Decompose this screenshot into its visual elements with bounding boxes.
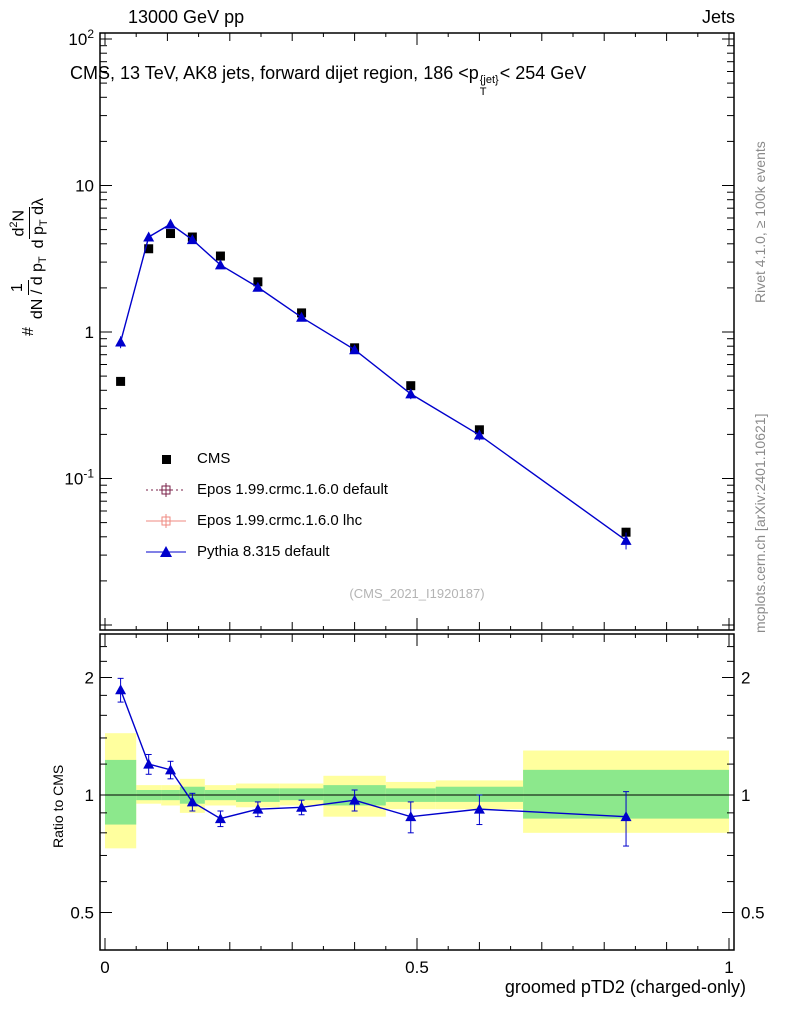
data-marker [165,218,177,229]
ratio-y-axis-label: Ratio to CMS [50,764,66,848]
legend-label-epos-default: Epos 1.99.crmc.1.6.0 default [197,481,388,498]
ratio-tick-label-left: 0.5 [70,904,94,923]
ratio-series [115,677,632,847]
data-marker [473,429,485,440]
data-marker [115,336,127,347]
data-marker [473,803,485,814]
data-marker [405,388,417,399]
plot-title: CMS, 13 TeV, AK8 jets, forward dijet reg… [70,63,586,98]
y-tick-label: 10-1 [64,467,94,489]
data-marker [405,811,417,822]
analysis-id-watermark: (CMS_2021_I1920187) [349,586,485,601]
data-marker [620,811,632,822]
data-marker [186,796,198,807]
rivet-version-note: Rivet 4.1.0, ≥ 100k events [752,141,768,303]
plot-title-text-a: CMS, 13 TeV, AK8 jets, forward dijet reg… [70,63,479,83]
num-sup: 2 [8,221,20,228]
y-axis-label-prefix: # [20,327,38,336]
y-tick-label: 102 [68,27,94,49]
ratio-tick-label-right: 1 [741,786,750,805]
fraction-2-numerator: d2N [8,206,30,240]
epos-default-cross-icon [146,482,186,497]
legend-label-cms: CMS [197,450,231,467]
den-sub: T [37,219,50,227]
epos-lhc-cross-icon [146,513,186,528]
data-marker [165,764,177,775]
fraction-1-denominator: dN / d pT [29,256,50,319]
data-marker [620,534,632,545]
y-tick-label: 10 [75,177,94,196]
data-marker [166,229,176,239]
series-pythia-8-315-default [115,218,632,550]
axis-ticks [100,33,734,950]
data-marker [252,281,264,292]
data-marker [214,813,226,824]
data-marker [143,231,155,242]
analysis-group-label: Jets [701,7,735,27]
legend-item-epos-default: Epos 1.99.crmc.1.6.0 default [143,474,388,505]
den-text: d p [29,226,47,249]
x-axis-label: groomed pTD2 (charged-only) [504,977,746,997]
x-tick-label: 0.5 [405,958,429,977]
data-marker [296,801,308,812]
x-tick-label: 0 [100,958,109,977]
data-marker [296,311,308,322]
data-marker [144,244,154,254]
cms-square-icon [162,454,171,464]
tick-labels: 102 10 1 10-1 0 0.5 1 2 2 1 1 0.5 0.5 [64,27,764,977]
y-axis-fraction-1: 1 dN / d pT [9,256,49,319]
ratio-tick-label-right: 2 [741,669,750,688]
ratio-tick-label-left: 1 [85,786,94,805]
ratio-uncertainty-bands [105,733,729,849]
den-text-b: dλ [29,198,47,220]
y-axis-fraction-2: d2N d pT dλ [8,198,51,248]
data-marker [621,527,631,537]
plot-title-text-b: < 254 GeV [499,63,587,83]
band-green [279,788,324,801]
legend-label-pythia: Pythia 8.315 default [197,543,330,560]
data-marker [214,259,226,270]
data-marker [406,381,416,391]
data-marker [186,234,198,245]
data-marker [116,376,126,386]
band-green [105,759,137,825]
legend-item-pythia: Pythia 8.315 default [143,536,388,567]
beam-energy-label: 13000 GeV pp [128,7,245,27]
data-marker [115,684,127,695]
x-tick-label: 1 [724,958,733,977]
pythia-triangle-icon [146,545,186,557]
data-marker [215,251,225,261]
num-text: d [10,227,28,237]
ratio-tick-label-left: 2 [85,669,94,688]
y-axis-label: # 1 dN / d pT d2N d pT dλ [8,198,51,336]
legend-label-epos-lhc: Epos 1.99.crmc.1.6.0 lhc [197,512,363,529]
fraction-1-numerator: 1 [9,280,29,296]
pt-subscript: T [479,85,487,98]
data-marker [349,344,361,355]
legend: CMS Epos 1.99.crmc.1.6.0 default Epos 1.… [143,443,388,567]
num-text-b: N [10,209,28,222]
legend-item-epos-lhc: Epos 1.99.crmc.1.6.0 lhc [143,505,388,536]
den-sub: T [36,256,49,264]
ratio-tick-label-right: 0.5 [741,904,765,923]
pt-superscript: {jet} [479,74,499,86]
band-green [435,786,524,802]
den-text: dN / d p [28,263,46,320]
fraction-2-denominator: d pT dλ [30,198,51,248]
data-marker [252,803,264,814]
pt-superscript-subscript: {jet} T [479,74,499,98]
y-tick-label: 1 [85,323,94,342]
data-marker [143,758,155,769]
legend-item-cms: CMS [143,443,388,474]
mcplots-arxiv-note: mcplots.cern.ch [arXiv:2401.10621] [752,413,768,633]
data-marker [349,794,361,805]
